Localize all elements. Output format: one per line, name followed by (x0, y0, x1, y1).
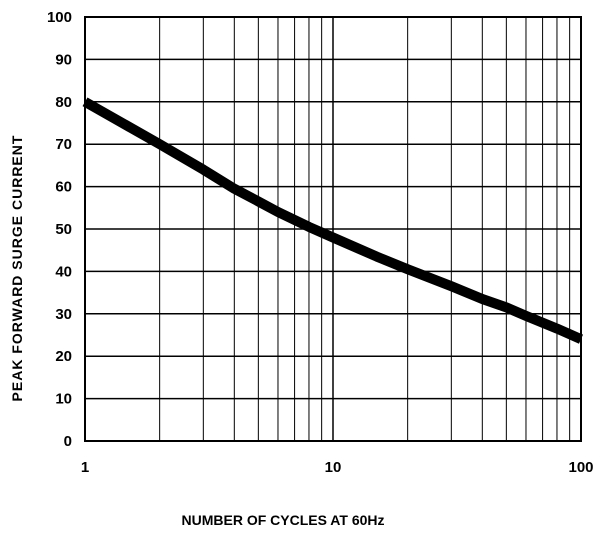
y-tick-label: 50 (55, 221, 72, 238)
y-tick-label: 60 (55, 179, 72, 196)
surge-current-curve (82, 97, 584, 344)
x-tick-label: 10 (325, 459, 342, 476)
y-axis-title: PEAK FORWARD SURGE CURRENT (9, 135, 25, 402)
y-tick-label: 10 (55, 391, 72, 408)
x-axis-title: NUMBER OF CYCLES AT 60Hz (181, 512, 384, 528)
y-tick-label: 80 (55, 94, 72, 111)
y-tick-label: 0 (64, 433, 72, 450)
x-tick-label: 100 (568, 459, 593, 476)
x-axis-ticks: 1 10 100 (81, 459, 594, 476)
y-tick-label: 70 (55, 136, 72, 153)
y-tick-label: 90 (55, 51, 72, 68)
series-layer (82, 97, 584, 344)
x-tick-label: 1 (81, 459, 89, 476)
y-tick-label: 30 (55, 306, 72, 323)
y-axis-ticks: 0 10 20 30 40 50 60 70 80 90 100 (47, 9, 72, 450)
plot-area-frame (84, 16, 582, 442)
y-tick-label: 100 (47, 9, 72, 26)
y-tick-label: 20 (55, 348, 72, 365)
y-tick-label: 40 (55, 263, 72, 280)
